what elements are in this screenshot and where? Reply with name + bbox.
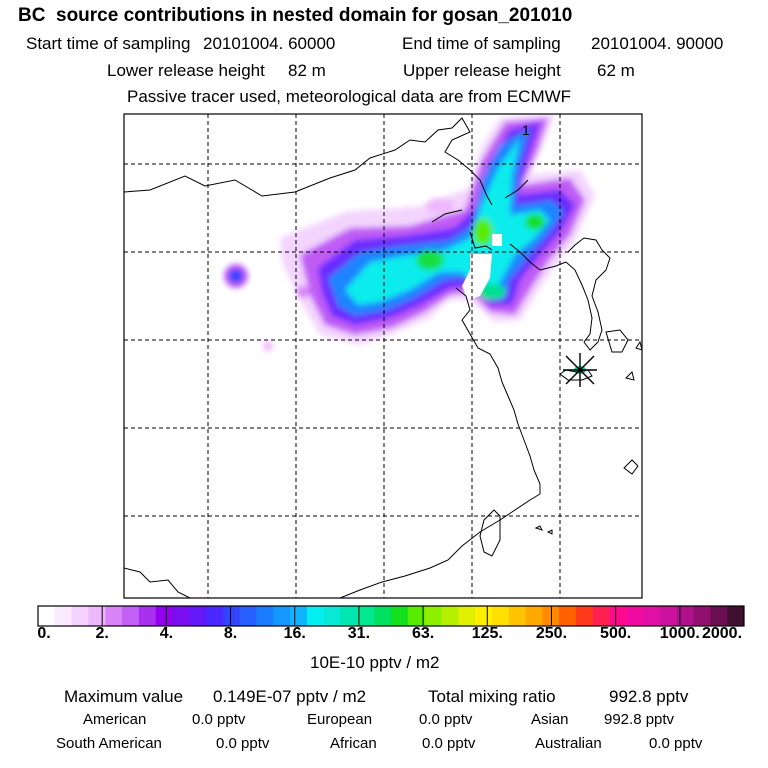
colorbar-cell — [693, 606, 711, 626]
colorbar-cell — [475, 606, 493, 626]
colorbar-tick-label: 125. — [471, 625, 503, 642]
south-american-value: 0.0 pptv — [216, 735, 270, 752]
colorbar-cell — [206, 606, 224, 626]
african-label: African — [330, 735, 377, 752]
max-value: 0.149E-07 pptv / m2 — [213, 687, 367, 706]
colorbar-cell — [659, 606, 678, 626]
colorbar-cell — [54, 606, 73, 626]
colorbar-cell — [374, 606, 392, 626]
tracer-info: Passive tracer used, meteorological data… — [127, 87, 572, 106]
colorbar-cell — [643, 606, 661, 626]
colorbar-cell — [105, 606, 123, 626]
colorbar-cell — [626, 606, 644, 626]
colorbar-cell — [710, 606, 728, 626]
colorbar-cell — [189, 606, 207, 626]
colorbar-cell — [609, 606, 627, 626]
colorbar-tick-label: 250. — [535, 625, 568, 642]
total-mixing-label: Total mixing ratio — [428, 687, 556, 706]
plume-gap — [492, 234, 502, 246]
colorbar-cell — [407, 606, 426, 626]
map-grid — [124, 114, 642, 598]
colorbar-cell — [391, 606, 409, 626]
colorbar-cell — [575, 606, 594, 626]
colorbar-tick-label: 16. — [283, 625, 306, 642]
colorbar-cell — [38, 606, 56, 626]
colorbar-tick-label: 0. — [37, 625, 51, 642]
map-frame — [123, 113, 643, 599]
colorbar-cell — [424, 606, 442, 626]
upper-height-label: Upper release height — [403, 61, 561, 80]
colorbar-units: 10E-10 pptv / m2 — [310, 653, 440, 672]
european-value: 0.0 pptv — [419, 711, 473, 728]
start-time-value: 20101004. 60000 — [203, 34, 336, 53]
colorbar-cell — [155, 606, 173, 626]
colorbar-tick-label: 1000. — [659, 625, 700, 642]
coastlines — [124, 117, 642, 598]
colorbar-cell — [340, 606, 358, 626]
end-time-label: End time of sampling — [402, 34, 561, 53]
colorbar-cell — [138, 606, 157, 626]
colorbar-cell — [491, 606, 510, 626]
colorbar-tick-label: 4. — [159, 625, 174, 642]
colorbar-cell — [88, 606, 106, 626]
contour-label: 1 — [522, 122, 530, 138]
asian-value: 992.8 pptv — [604, 711, 675, 728]
lower-height-value: 82 m — [288, 61, 326, 80]
colorbar-tick-label: 8. — [223, 625, 238, 642]
colorbar-cell — [542, 606, 560, 626]
colorbar-cell — [273, 606, 291, 626]
colorbar-cell — [357, 606, 375, 626]
colorbar-frame — [37, 605, 745, 627]
upper-height-value: 62 m — [597, 61, 635, 80]
australian-label: Australian — [535, 735, 602, 752]
asian-label: Asian — [531, 711, 569, 728]
colorbar-cell — [525, 606, 543, 626]
colorbar-cell — [306, 606, 325, 626]
colorbar-cell — [592, 606, 610, 626]
colorbar-tick-label: 2. — [95, 625, 109, 642]
colorbar-cell — [122, 606, 140, 626]
receptor-star-icon — [563, 353, 597, 387]
lower-height-label: Lower release height — [107, 61, 265, 80]
colorbar-cell — [559, 606, 577, 626]
colorbar-tick-label: 500. — [600, 625, 632, 642]
colorbar-cell — [239, 606, 257, 626]
colorbar-cell — [727, 606, 745, 626]
african-value: 0.0 pptv — [422, 735, 476, 752]
south-american-label: South American — [56, 735, 162, 752]
colorbar-cell — [290, 606, 308, 626]
colorbar-cell — [172, 606, 190, 626]
plume-gap — [462, 254, 492, 300]
colorbar-cell — [71, 606, 89, 626]
colorbar-cell — [458, 606, 476, 626]
colorbar-tick-label: 63. — [411, 625, 435, 642]
colorbar-cell — [508, 606, 526, 626]
map-title: BC source contributions in nested domain… — [18, 5, 573, 26]
total-mixing-value: 992.8 pptv — [609, 687, 689, 706]
australian-value: 0.0 pptv — [649, 735, 703, 752]
american-label: American — [83, 711, 147, 728]
colorbar-cell — [323, 606, 341, 626]
footprint-plume — [224, 114, 595, 374]
max-value-label: Maximum value — [64, 687, 184, 706]
colorbar-tick-label: 31. — [347, 625, 371, 642]
start-time-label: Start time of sampling — [26, 34, 191, 53]
colorbar-cell — [676, 606, 694, 626]
colorbar-cell — [441, 606, 459, 626]
colorbar-tick-label: 2000. — [701, 625, 743, 642]
european-label: European — [307, 711, 373, 728]
american-value: 0.0 pptv — [192, 711, 246, 728]
colorbar-cell — [222, 606, 241, 626]
colorbar-cell — [256, 606, 274, 626]
end-time-value: 20101004. 90000 — [591, 34, 724, 53]
